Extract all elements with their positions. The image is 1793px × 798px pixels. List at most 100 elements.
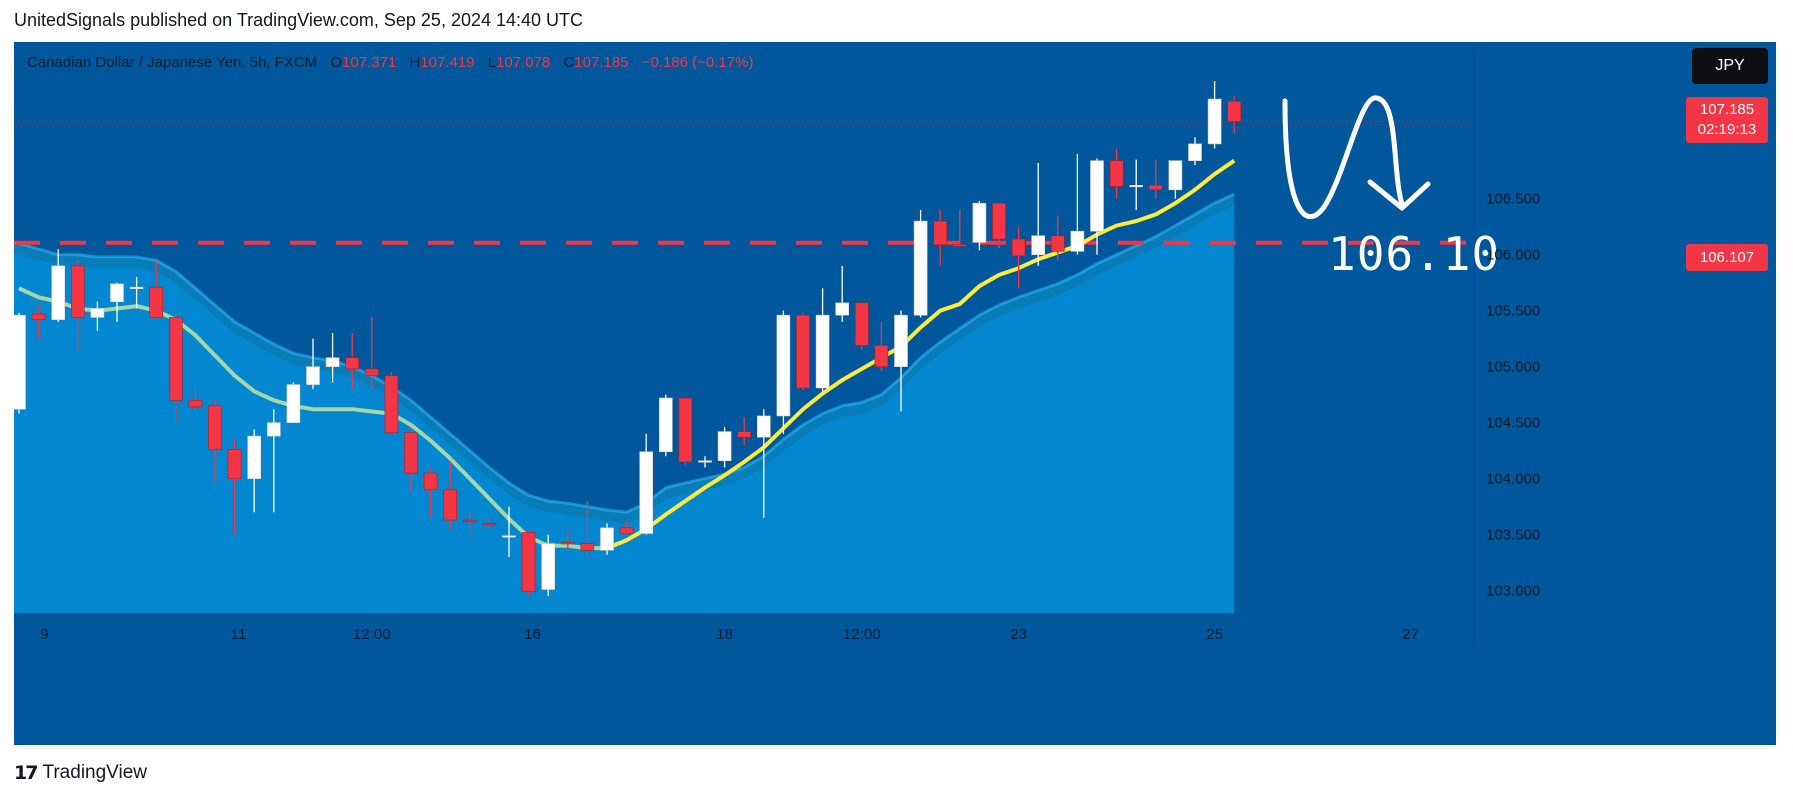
candle-body (933, 220, 948, 245)
cloud-layer (14, 192, 1235, 614)
candle-body (756, 415, 771, 438)
candle (835, 265, 850, 322)
cloud-upper-line (18, 192, 1235, 514)
candle (443, 461, 458, 530)
candle (619, 521, 634, 535)
time-axis-bg (14, 613, 1776, 653)
candle (110, 282, 124, 322)
candle (796, 312, 810, 391)
candle (70, 260, 85, 352)
candle-body (521, 532, 536, 593)
time-tick-label: 9 (40, 626, 48, 643)
candle-body (737, 431, 752, 438)
candle-body (894, 314, 908, 367)
candle (169, 312, 183, 423)
low-key: L (487, 54, 497, 71)
candle (1090, 158, 1104, 255)
high-value: 107.419 (420, 54, 475, 71)
candle-body (364, 368, 379, 376)
candle-body (286, 384, 301, 423)
candle (1051, 215, 1065, 261)
candle-body (1149, 185, 1163, 191)
symbol-name: Canadian Dollar / Japanese Yen, 5h, FXCM (27, 54, 318, 71)
price-tick-label: 106.500 (1486, 191, 1540, 208)
candle-body (423, 472, 438, 491)
ema-line-yellow (606, 159, 1236, 550)
candle (188, 389, 203, 412)
price-chart[interactable]: 106.10 9 11 12:00 16 18 12:00 23 25 27 106.50010… (14, 42, 1776, 745)
chart-frame[interactable]: 106.10 9 11 12:00 16 18 12:00 23 25 27 106.500 10… (14, 42, 1776, 745)
candle-body (952, 244, 967, 247)
currency-button[interactable]: JPY (1692, 48, 1768, 84)
candle-body (169, 317, 183, 401)
candle-body (404, 432, 418, 474)
candle (90, 301, 105, 331)
publisher-line: UnitedSignals published on TradingView.c… (14, 10, 584, 30)
candle-body (1070, 230, 1085, 252)
time-tick-label: 16 (524, 626, 541, 643)
candles-layer (14, 81, 1241, 597)
candle-body (502, 535, 516, 538)
candle (345, 333, 360, 390)
candle-body (1031, 235, 1046, 256)
candle (51, 249, 66, 322)
candle-body (619, 527, 634, 534)
price-tick-label: 105.000 (1486, 359, 1540, 376)
candle (129, 277, 144, 309)
time-axis: 9 11 12:00 16 18 12:00 23 25 27 (40, 626, 1419, 643)
candle (776, 310, 791, 434)
price-tick-label: 105.500 (1486, 303, 1540, 320)
candle (364, 316, 379, 390)
candle (854, 302, 869, 350)
candle-body (345, 357, 360, 370)
candle (502, 506, 516, 558)
candle-body (1051, 235, 1065, 252)
candle-body (227, 449, 242, 479)
candle (1227, 95, 1241, 134)
candle-body (835, 302, 850, 316)
candle-body (698, 460, 712, 463)
change-value: −0.186 (−0.17%) (641, 54, 754, 71)
candle (600, 523, 614, 555)
candle (1011, 226, 1026, 289)
candle-body (110, 283, 124, 303)
candle-body (1227, 101, 1241, 122)
projection-arrowhead (1367, 179, 1431, 211)
candle-body (678, 397, 693, 463)
candle (1188, 137, 1202, 166)
candle-body (482, 523, 497, 526)
candle (423, 467, 438, 518)
candle (325, 333, 340, 383)
candle (698, 456, 712, 468)
price-tick-label: 106.000 (1486, 247, 1540, 264)
candle (815, 288, 830, 392)
cloud-lower-band (14, 205, 1235, 613)
candle (933, 209, 948, 266)
bar-countdown: 02:19:13 (1697, 121, 1757, 138)
candle-body (776, 314, 791, 417)
candle (1109, 148, 1124, 199)
candle-body (992, 202, 1006, 240)
candle (306, 338, 320, 390)
tradingview-logo-icon: 17 (14, 762, 38, 784)
candle (462, 512, 477, 535)
candle-body (14, 314, 26, 410)
close-value: 107.185 (574, 54, 629, 71)
time-tick-label: 18 (716, 626, 733, 643)
price-tick-label: 104.000 (1486, 471, 1540, 488)
candle-body (1168, 160, 1183, 191)
open-value: 107.371 (342, 54, 397, 71)
candle (992, 202, 1006, 249)
candle-body (541, 543, 556, 590)
candle-body (560, 542, 575, 545)
level-layer (14, 121, 1474, 245)
candle-body (658, 397, 673, 453)
candle-body (384, 375, 399, 434)
candle-body (815, 314, 830, 389)
candle (717, 427, 732, 468)
tradingview-logo[interactable]: 17 TradingView (14, 760, 147, 786)
last-price-value: 107.185 (1699, 101, 1755, 118)
candle-body (874, 345, 889, 367)
time-tick-label: 27 (1402, 626, 1419, 643)
candle (267, 409, 281, 513)
